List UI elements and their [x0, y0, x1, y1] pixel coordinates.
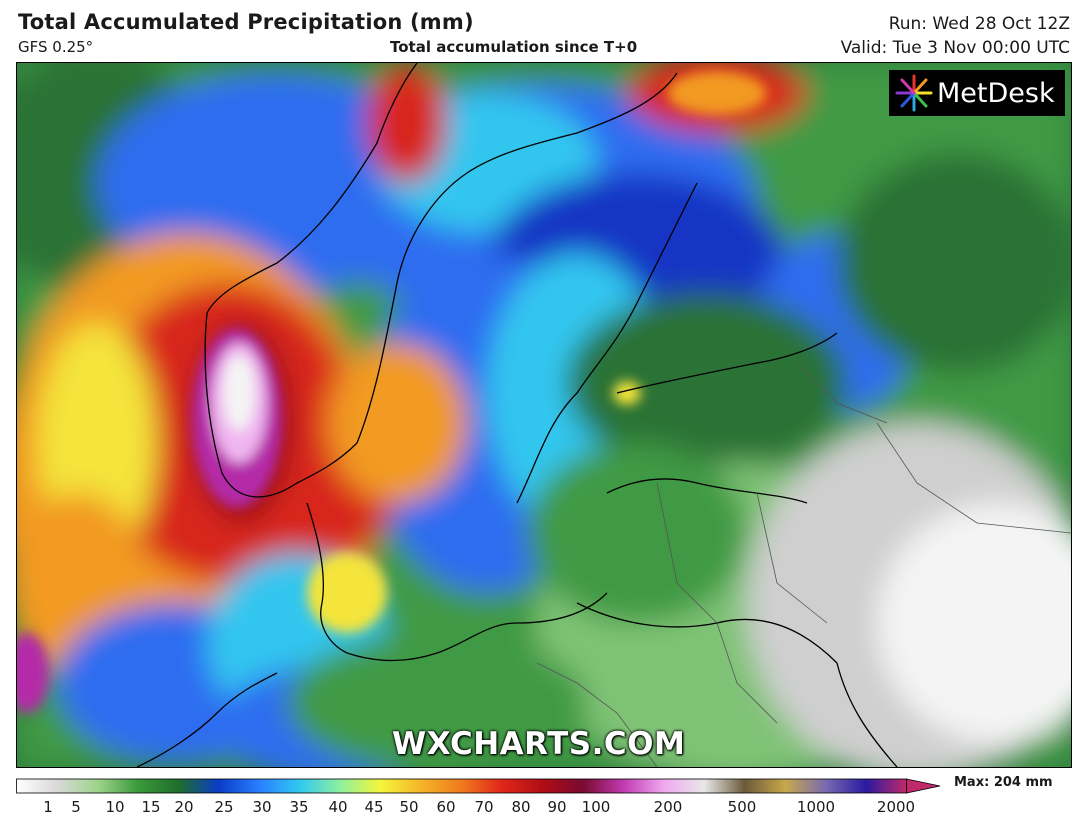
scale-tick-label: 5	[71, 798, 81, 816]
metdesk-logo: MetDesk	[889, 70, 1065, 116]
scale-tick-label: 20	[174, 798, 194, 816]
scale-tick-label: 35	[289, 798, 309, 816]
scale-tick-label: 1	[43, 798, 53, 816]
scale-tick-label: 40	[328, 798, 348, 816]
scale-tick-label: 500	[727, 798, 757, 816]
color-scale-ticks: 1 5 10 15 20 25 30 35 40 45 50 60 70 80 90 100 200 500 100…	[16, 798, 946, 818]
scale-tick-label: 10	[105, 798, 125, 816]
scale-gradient	[16, 778, 907, 794]
logo-text: MetDesk	[937, 77, 1055, 109]
starburst-icon	[895, 74, 933, 112]
run-time: Run: Wed 28 Oct 12Z	[888, 14, 1070, 34]
valid-time: Valid: Tue 3 Nov 00:00 UTC	[840, 38, 1070, 58]
scale-tick-label: 90	[547, 798, 567, 816]
scale-tick-label: 2000	[876, 798, 916, 816]
scale-tick-label: 15	[141, 798, 161, 816]
max-value-label: Max: 204 mm	[954, 775, 1053, 790]
scale-tick-label: 50	[399, 798, 419, 816]
map-canvas	[17, 63, 1071, 767]
model-label: GFS 0.25°	[18, 38, 94, 56]
scale-tick-label: 80	[511, 798, 531, 816]
chart-subtitle: Total accumulation since T+0	[390, 38, 638, 56]
scale-tick-label: 1000	[796, 798, 836, 816]
scale-tick-label: 200	[653, 798, 683, 816]
scale-tick-label: 70	[474, 798, 494, 816]
scale-tick-label: 60	[436, 798, 456, 816]
scale-tick-label: 30	[252, 798, 272, 816]
color-scale-bar	[16, 778, 941, 794]
border-lines	[536, 362, 1071, 767]
scale-overflow-arrow	[906, 778, 941, 794]
scale-tick-label: 45	[364, 798, 384, 816]
scale-tick-label: 25	[214, 798, 234, 816]
scale-tick-label: 100	[581, 798, 611, 816]
chart-title: Total Accumulated Precipitation (mm)	[18, 10, 474, 34]
precipitation-map[interactable]	[16, 62, 1072, 768]
watermark: WXCHARTS.COM	[392, 726, 686, 762]
